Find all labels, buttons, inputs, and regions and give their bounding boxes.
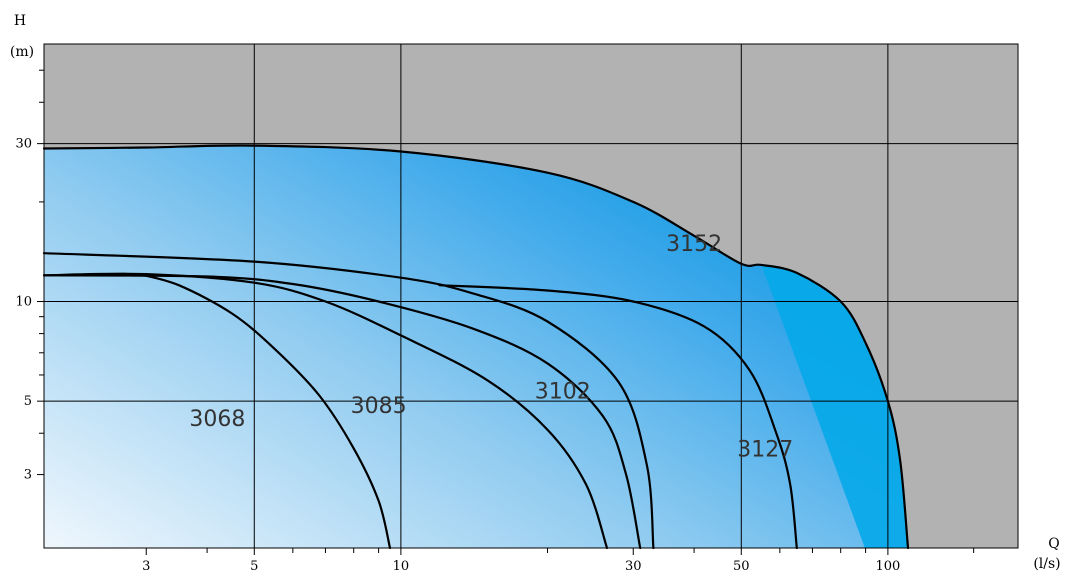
y-tick-label: 3 [24, 468, 32, 483]
curve-3068 [138, 273, 392, 550]
model-label-3152: 3152 [666, 232, 722, 257]
model-label-3127: 3127 [737, 438, 793, 463]
x-tick-label: 100 [875, 559, 900, 573]
y-ticks: 3 5 10 30 [15, 69, 44, 483]
model-label-3102: 3102 [535, 379, 591, 404]
y-tick-label: 5 [24, 394, 32, 409]
x-tick-label: 5 [250, 559, 258, 573]
x-ticks: 3 5 10 30 50 100 [142, 548, 975, 573]
curve-3127 [438, 284, 798, 550]
tail-fill [761, 264, 908, 548]
curves [42, 144, 910, 550]
model-label-3085: 3085 [351, 394, 407, 419]
curve-3152 [42, 144, 910, 550]
grid-lines [44, 44, 1018, 548]
y-tick-label: 30 [15, 137, 32, 152]
x-tick-label: 30 [625, 559, 642, 573]
y-axis-label: H [14, 13, 26, 29]
x-axis-label: Q [1048, 536, 1059, 552]
x-tick-label: 10 [393, 559, 410, 573]
x-tick-label: 3 [142, 559, 150, 573]
envelope-fill [44, 145, 908, 548]
curve-3102 [42, 274, 642, 550]
model-labels: 3068 3085 3102 3127 3152 [189, 232, 793, 462]
y-tick-label: 10 [15, 295, 32, 310]
curve-3085-3102-shoulder [42, 252, 655, 550]
x-axis-unit: (l/s) [1033, 556, 1060, 572]
x-tick-label: 50 [733, 559, 750, 573]
plot-frame [43, 43, 1019, 549]
model-label-3068: 3068 [189, 407, 245, 432]
y-axis-unit: (m) [10, 44, 34, 60]
